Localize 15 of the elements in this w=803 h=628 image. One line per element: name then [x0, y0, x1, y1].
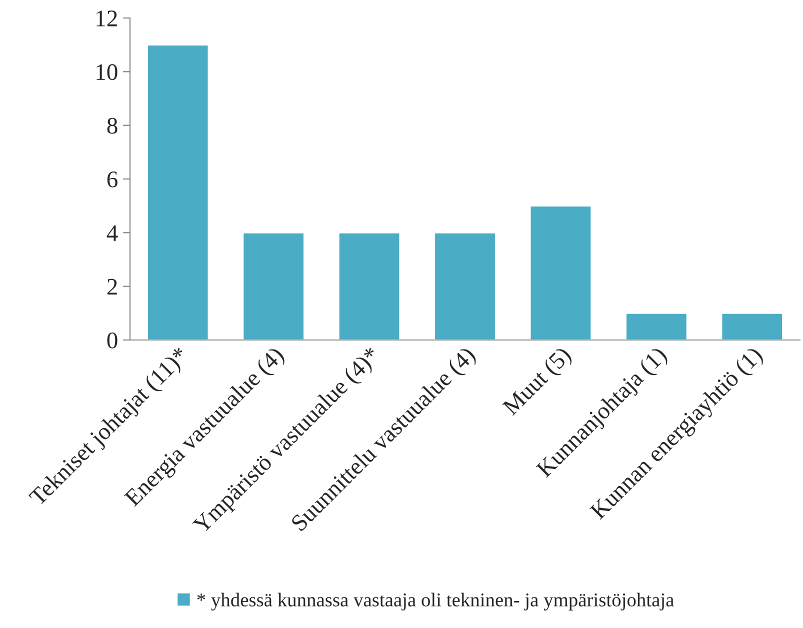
y-tick-label: 2: [107, 278, 117, 295]
y-tick-label: 12: [96, 10, 117, 26]
bar: [146, 44, 210, 340]
y-tick-label: 10: [96, 64, 118, 80]
bar: [625, 312, 688, 340]
bar: [720, 312, 784, 340]
bar: [434, 232, 496, 340]
y-tick-label: 8: [107, 118, 118, 134]
bar: [338, 232, 401, 340]
bar: [529, 205, 592, 340]
y-tick-label: 6: [107, 172, 118, 188]
legend-label: * yhdessä kunnassa vastaaja oli tekninen- ja ympäristöjohtaja: [197, 592, 674, 610]
bar: [242, 232, 305, 340]
y-tick-label: 0: [107, 332, 118, 348]
y-tick-label: 4: [106, 225, 118, 241]
